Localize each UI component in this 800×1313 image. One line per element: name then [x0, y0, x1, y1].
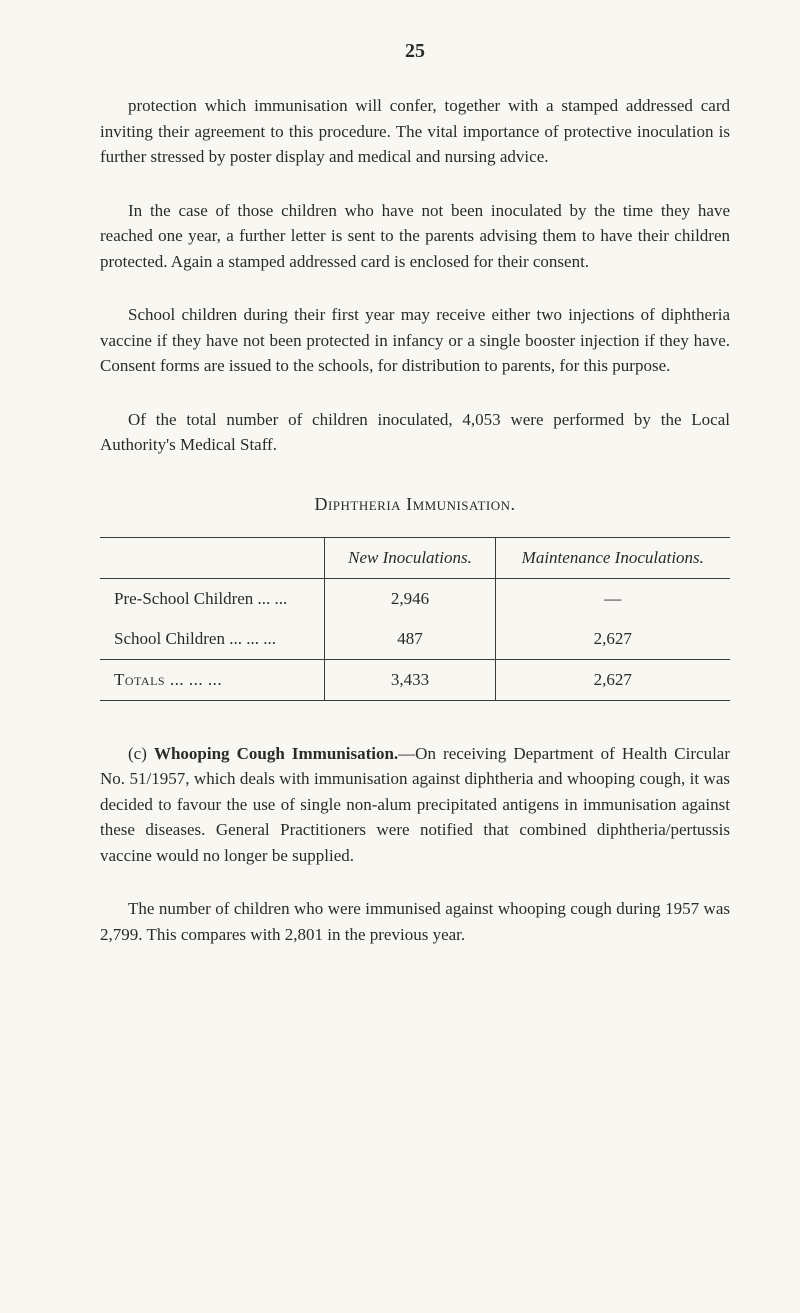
table-header-empty: [100, 537, 325, 578]
row-totals-maint: 2,627: [495, 659, 730, 700]
row-preschool-label: Pre-School Children ... ...: [100, 578, 325, 619]
paragraph-1: protection which immunisation will confe…: [100, 93, 730, 170]
paragraph-3: School children during their first year …: [100, 302, 730, 379]
row-totals-new: 3,433: [325, 659, 495, 700]
row-school-maint: 2,627: [495, 619, 730, 660]
table-title: Diphtheria Immunisation.: [100, 494, 730, 515]
para5-prefix: (c): [128, 744, 154, 763]
row-totals-label: Totals ... ... ...: [100, 659, 325, 700]
paragraph-6: The number of children who were immunise…: [100, 896, 730, 947]
paragraph-5: (c) Whooping Cough Immunisation.—On rece…: [100, 741, 730, 869]
paragraph-2: In the case of those children who have n…: [100, 198, 730, 275]
table-header-new: New Inoculations.: [325, 537, 495, 578]
para5-heading: Whooping Cough Immunisation.: [154, 744, 398, 763]
table-header-maint: Maintenance Inoculations.: [495, 537, 730, 578]
diphtheria-table: New Inoculations. Maintenance Inoculatio…: [100, 537, 730, 701]
row-school-new: 487: [325, 619, 495, 660]
row-preschool-maint: —: [495, 578, 730, 619]
paragraph-4: Of the total number of children inoculat…: [100, 407, 730, 458]
row-preschool-new: 2,946: [325, 578, 495, 619]
page-number: 25: [100, 40, 730, 63]
row-school-label: School Children ... ... ...: [100, 619, 325, 660]
